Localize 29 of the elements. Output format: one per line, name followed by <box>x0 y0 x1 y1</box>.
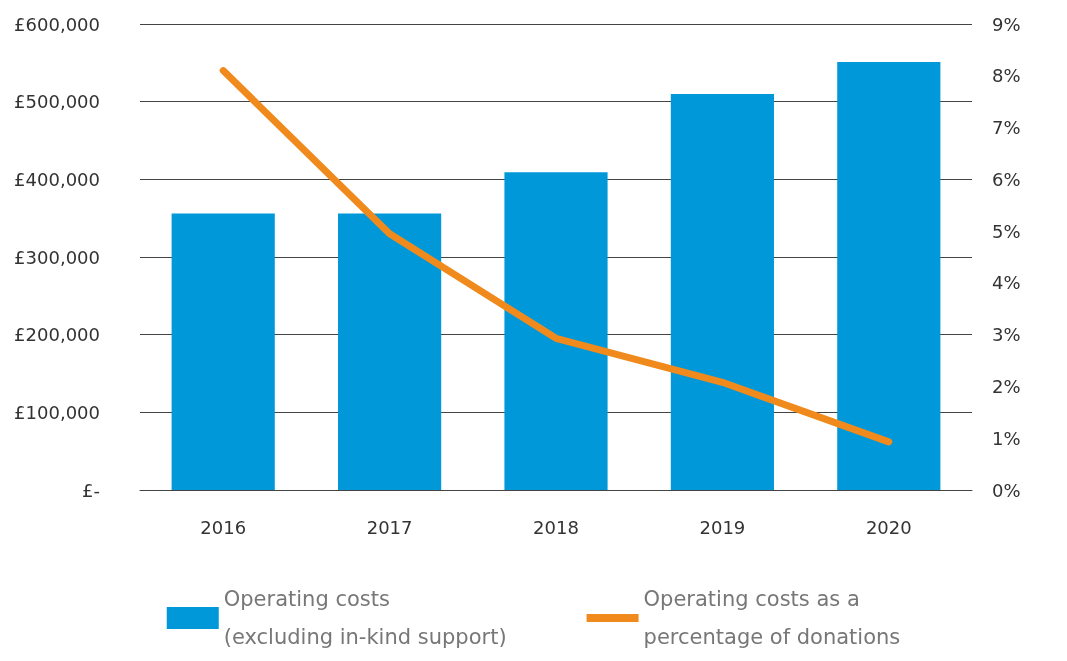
y-tick-label: £500,000 <box>14 91 100 113</box>
y-tick-label: £600,000 <box>14 13 100 35</box>
legend-label: Operating costs (excluding in-kind support) <box>223 587 507 649</box>
y-tick-label: £300,000 <box>14 246 100 268</box>
bar <box>504 172 608 490</box>
y2-tick-label: 9% <box>992 13 1021 35</box>
y2-tick-label: 0% <box>992 479 1021 501</box>
y2-tick-label: 5% <box>992 220 1021 242</box>
x-tick-label: 2020 <box>865 516 912 538</box>
y2-tick-label: 4% <box>992 272 1021 294</box>
bar <box>338 213 442 490</box>
bar <box>837 62 941 490</box>
y2-tick-label: 8% <box>992 65 1021 87</box>
x-tick-label: 2017 <box>366 516 413 538</box>
y-tick-label: £200,000 <box>14 324 100 346</box>
x-tick-label: 2018 <box>533 516 579 538</box>
bar <box>171 213 275 490</box>
y2-tick-label: 3% <box>992 324 1021 346</box>
y2-tick-label: 2% <box>992 375 1021 397</box>
bar <box>670 93 774 490</box>
x-tick-label: 2016 <box>200 516 247 538</box>
y-tick-label: £400,000 <box>14 168 100 190</box>
legend-label: Operating costs as a percentage of donations <box>643 587 901 649</box>
y2-tick-label: 7% <box>992 117 1021 139</box>
y2-tick-label: 1% <box>992 427 1021 449</box>
y-tick-label: £100,000 <box>14 401 100 423</box>
y-tick-label: £- <box>82 479 100 501</box>
x-tick-label: 2019 <box>699 516 746 538</box>
y2-tick-label: 6% <box>992 168 1021 190</box>
